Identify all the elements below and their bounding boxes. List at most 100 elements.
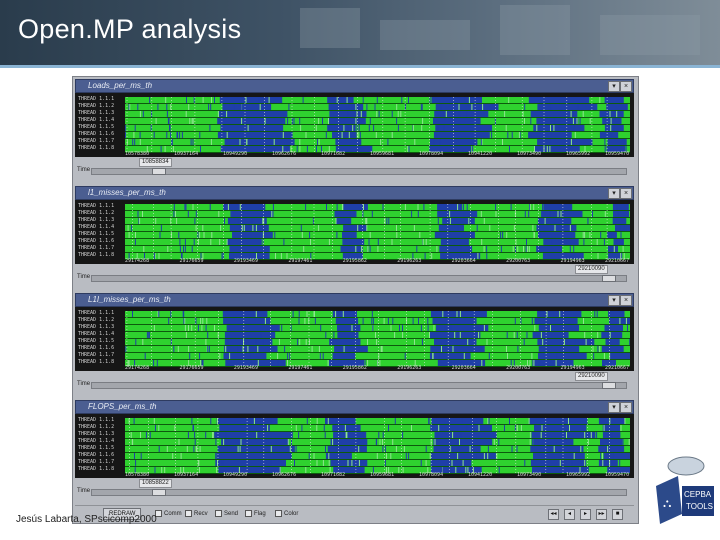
lane-tick (243, 225, 245, 231)
time-tick: 10578380 (125, 472, 150, 478)
stop-button[interactable]: ■ (612, 509, 623, 520)
lane-tick (573, 453, 575, 459)
first-button[interactable]: ◂◂ (548, 509, 559, 520)
checkbox-comm[interactable]: Comm (155, 509, 182, 519)
lane-burst (537, 339, 595, 345)
lane-burst (534, 146, 580, 152)
lane-bg (125, 218, 630, 224)
lane-tick (429, 97, 431, 103)
lane-tick (242, 346, 244, 352)
lane-tick (296, 146, 298, 152)
checkbox-box[interactable] (275, 509, 282, 517)
lane-tick (528, 211, 530, 217)
lane-tick (369, 118, 371, 124)
lane-tick (396, 225, 397, 231)
lane-tick (556, 353, 558, 359)
time-slider[interactable] (91, 382, 627, 389)
close-button[interactable]: × (620, 402, 632, 413)
timeline-plot[interactable]: THREAD 1.1.1 THREAD 1.1.2 THREAD 1.1.3 THRE… (75, 414, 634, 478)
close-button[interactable]: × (620, 188, 632, 199)
lane-tick (529, 204, 530, 210)
lane-burst (336, 218, 352, 224)
lane-tick (172, 453, 174, 459)
lane-tick (376, 97, 378, 103)
lane-tick (255, 339, 257, 345)
lane-tick (375, 132, 377, 138)
panel-title-bar: l1_misses_per_ms_th ▾ × (75, 186, 634, 200)
timeline-plot[interactable]: THREAD 1.1.1 THREAD 1.1.2 THREAD 1.1.3 THRE… (75, 93, 634, 157)
previous-button[interactable]: ◂ (564, 509, 575, 520)
lane-tick (189, 353, 191, 359)
lane-tick (131, 439, 133, 445)
lane-tick (316, 418, 318, 424)
lane-tick (469, 446, 471, 452)
lane-tick (559, 311, 561, 317)
time-slider-thumb[interactable] (602, 275, 616, 282)
lane-burst (433, 439, 493, 445)
lane-tick (271, 211, 273, 217)
lane-burst (222, 311, 268, 317)
checkbox-flag[interactable]: Flag (245, 509, 266, 519)
redraw-button[interactable]: REDRAW (103, 508, 142, 520)
checkbox-box[interactable] (155, 509, 162, 517)
lane-burst (342, 253, 363, 259)
lane-tick (306, 146, 308, 152)
lane-tick (259, 418, 261, 424)
checkbox-box[interactable] (215, 509, 222, 517)
time-slider-thumb[interactable] (152, 168, 166, 175)
lane-burst (615, 225, 630, 231)
lane-tick (596, 311, 598, 317)
checkbox-color[interactable]: Color (275, 509, 298, 519)
lane-burst (432, 318, 477, 324)
lane-tick (154, 467, 156, 473)
time-slider[interactable] (91, 275, 627, 282)
lane-tick (457, 97, 458, 103)
timeline-plot[interactable]: THREAD 1.1.1 THREAD 1.1.2 THREAD 1.1.3 THRE… (75, 200, 634, 264)
lane-tick (467, 339, 469, 345)
last-button[interactable]: ▸▸ (596, 509, 607, 520)
close-button[interactable]: × (620, 295, 632, 306)
lane-tick (452, 346, 454, 352)
lane-tick (347, 460, 349, 466)
time-slider-thumb[interactable] (152, 489, 166, 496)
lane-tick (128, 253, 130, 259)
lane-tick (467, 467, 469, 473)
minimize-button[interactable]: ▾ (608, 188, 620, 199)
lane-tick (325, 332, 327, 338)
lane-tick (142, 211, 143, 217)
minimize-button[interactable]: ▾ (608, 81, 620, 92)
lane-tick (215, 453, 217, 459)
lane-tick (348, 132, 350, 138)
lane-tick (318, 225, 320, 231)
lane-tick (500, 232, 502, 238)
lane-tick (305, 339, 307, 345)
lane-tick (429, 332, 430, 338)
lane-tick (471, 104, 473, 110)
close-button[interactable]: × (620, 81, 632, 92)
lane-tick (462, 204, 464, 210)
lane-tick (274, 232, 276, 238)
lane-tick (601, 453, 603, 459)
next-button[interactable]: ▸ (580, 509, 591, 520)
lane-tick (343, 253, 345, 259)
lane-bg (125, 239, 630, 245)
minimize-button[interactable]: ▾ (608, 402, 620, 413)
lane-tick (612, 453, 614, 459)
time-slider-thumb[interactable] (602, 382, 616, 389)
lane-tick (185, 332, 187, 338)
header-photo-building (500, 5, 570, 55)
checkbox-box[interactable] (185, 509, 192, 517)
lane-tick (461, 418, 463, 424)
lane-tick (442, 467, 444, 473)
lane-tick (367, 339, 368, 345)
checkbox-send[interactable]: Send (215, 509, 238, 519)
checkbox-box[interactable] (245, 509, 252, 517)
time-slider[interactable] (91, 489, 627, 496)
timeline-plot[interactable]: THREAD 1.1.1 THREAD 1.1.2 THREAD 1.1.3 THRE… (75, 307, 634, 371)
lane-tick (400, 111, 402, 117)
minimize-button[interactable]: ▾ (608, 295, 620, 306)
time-slider[interactable] (91, 168, 627, 175)
checkbox-recv[interactable]: Recv (185, 509, 208, 519)
lane-tick (625, 318, 627, 324)
lane-tick (185, 111, 187, 117)
